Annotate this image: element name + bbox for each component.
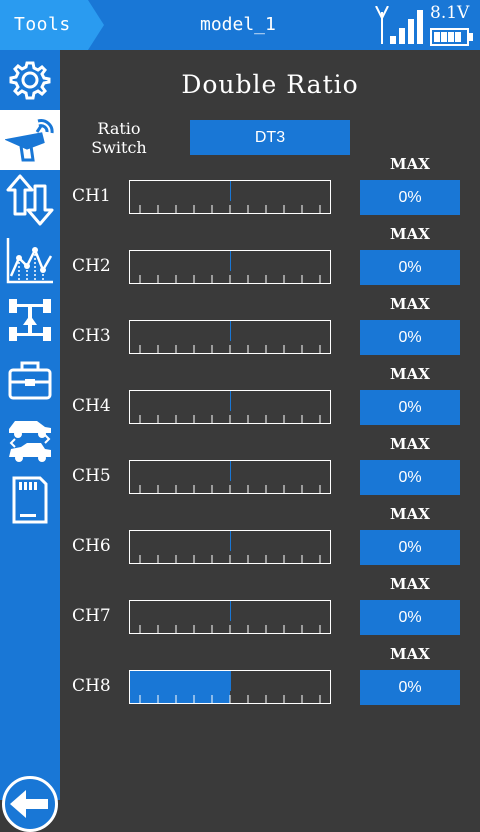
channel-value-button[interactable]: 0% <box>360 530 460 565</box>
transmitter-icon <box>5 119 54 162</box>
ratio-switch-selector[interactable]: DT3 <box>190 120 350 155</box>
channel-ratio-bar[interactable] <box>129 460 331 494</box>
sd-card-icon <box>12 476 48 524</box>
channel-value-button[interactable]: 0% <box>360 320 460 355</box>
channel-scale-ticks <box>139 695 321 703</box>
channel-mode-label: MAX <box>390 155 430 173</box>
channel-center-mark <box>230 181 231 201</box>
back-arrow-icon <box>10 790 48 818</box>
tools-tab[interactable]: Tools <box>0 0 104 50</box>
channel-mode-label: MAX <box>390 365 430 383</box>
channel-scale-ticks <box>139 485 321 493</box>
channel-ratio-bar[interactable] <box>129 390 331 424</box>
channel-scale-ticks <box>139 345 321 353</box>
channel-ratio-fill <box>130 671 230 703</box>
channel-mode-label: MAX <box>390 575 430 593</box>
channel-label: CH4 <box>72 396 111 416</box>
sidebar-item-chassis[interactable] <box>0 290 60 350</box>
channel-row: CH4 MAX 0% <box>60 360 480 430</box>
voltage-readout: 8.1V <box>430 3 470 23</box>
sidebar-item-curve[interactable] <box>0 230 60 290</box>
antenna-icon <box>375 6 389 44</box>
channel-ratio-bar[interactable] <box>129 670 331 704</box>
channel-ratio-bar[interactable] <box>129 250 331 284</box>
channel-ratio-bar[interactable] <box>129 320 331 354</box>
channel-value-button[interactable]: 0% <box>360 460 460 495</box>
curve-graph-icon <box>6 238 53 284</box>
channel-label: CH6 <box>72 536 111 556</box>
sidebar <box>0 50 60 832</box>
channel-mode-label: MAX <box>390 645 430 663</box>
top-bar: Tools model_1 8.1V <box>0 0 480 50</box>
channel-label: CH3 <box>72 326 111 346</box>
channel-scale-ticks <box>139 415 321 423</box>
channel-value-button[interactable]: 0% <box>360 600 460 635</box>
sidebar-item-toolbox[interactable] <box>0 350 60 410</box>
channel-mode-label: MAX <box>390 505 430 523</box>
tools-tab-shape <box>0 0 104 50</box>
channel-row: CH7 MAX 0% <box>60 570 480 640</box>
channel-mode-label: MAX <box>390 225 430 243</box>
sidebar-item-transmitter[interactable] <box>0 110 60 170</box>
channel-mode-label: MAX <box>390 435 430 453</box>
sidebar-item-model-select[interactable] <box>0 410 60 470</box>
channel-label: CH5 <box>72 466 111 486</box>
model-swap-icon <box>9 421 51 462</box>
ratio-switch-label: Ratio Switch <box>84 119 154 157</box>
channel-row: CH5 MAX 0% <box>60 430 480 500</box>
channel-row: CH6 MAX 0% <box>60 500 480 570</box>
ratio-switch-label-line1: Ratio <box>97 119 141 138</box>
model-name[interactable]: model_1 <box>200 14 276 35</box>
ratio-switch-label-line2: Switch <box>91 138 147 157</box>
channel-value-button[interactable]: 0% <box>360 180 460 215</box>
chassis-icon <box>9 299 51 341</box>
channel-value-button[interactable]: 0% <box>360 250 460 285</box>
channel-center-mark <box>230 531 231 551</box>
battery-icon <box>430 28 473 46</box>
toolbox-icon <box>8 361 52 400</box>
channel-value-button[interactable]: 0% <box>360 670 460 705</box>
tools-label: Tools <box>14 14 71 35</box>
channel-center-mark <box>230 671 231 691</box>
channel-scale-ticks <box>139 555 321 563</box>
back-button[interactable] <box>2 776 58 832</box>
channel-center-mark <box>230 321 231 341</box>
sidebar-item-settings[interactable] <box>0 50 60 110</box>
sidebar-item-reverse[interactable] <box>0 170 60 230</box>
reverse-arrows-icon <box>6 174 54 226</box>
channel-center-mark <box>230 251 231 271</box>
channel-row: CH1 MAX 0% <box>60 150 480 220</box>
channel-scale-ticks <box>139 205 321 213</box>
channel-row: CH8 MAX 0% <box>60 640 480 710</box>
channel-scale-ticks <box>139 275 321 283</box>
channel-label: CH1 <box>72 186 111 206</box>
channel-value-button[interactable]: 0% <box>360 390 460 425</box>
channel-center-mark <box>230 391 231 411</box>
channel-row: CH2 MAX 0% <box>60 220 480 290</box>
sidebar-item-sd-card[interactable] <box>0 470 60 530</box>
channel-center-mark <box>230 461 231 481</box>
page-title: Double Ratio <box>181 70 359 99</box>
signal-strength-icon <box>390 10 423 44</box>
channel-center-mark <box>230 601 231 621</box>
channel-row: CH3 MAX 0% <box>60 290 480 360</box>
channel-ratio-bar[interactable] <box>129 180 331 214</box>
channel-scale-ticks <box>139 625 321 633</box>
gear-icon <box>9 61 51 100</box>
channel-mode-label: MAX <box>390 295 430 313</box>
channel-label: CH2 <box>72 256 111 276</box>
channel-ratio-bar[interactable] <box>129 530 331 564</box>
channel-ratio-bar[interactable] <box>129 600 331 634</box>
channel-label: CH8 <box>72 676 111 696</box>
channel-label: CH7 <box>72 606 111 626</box>
